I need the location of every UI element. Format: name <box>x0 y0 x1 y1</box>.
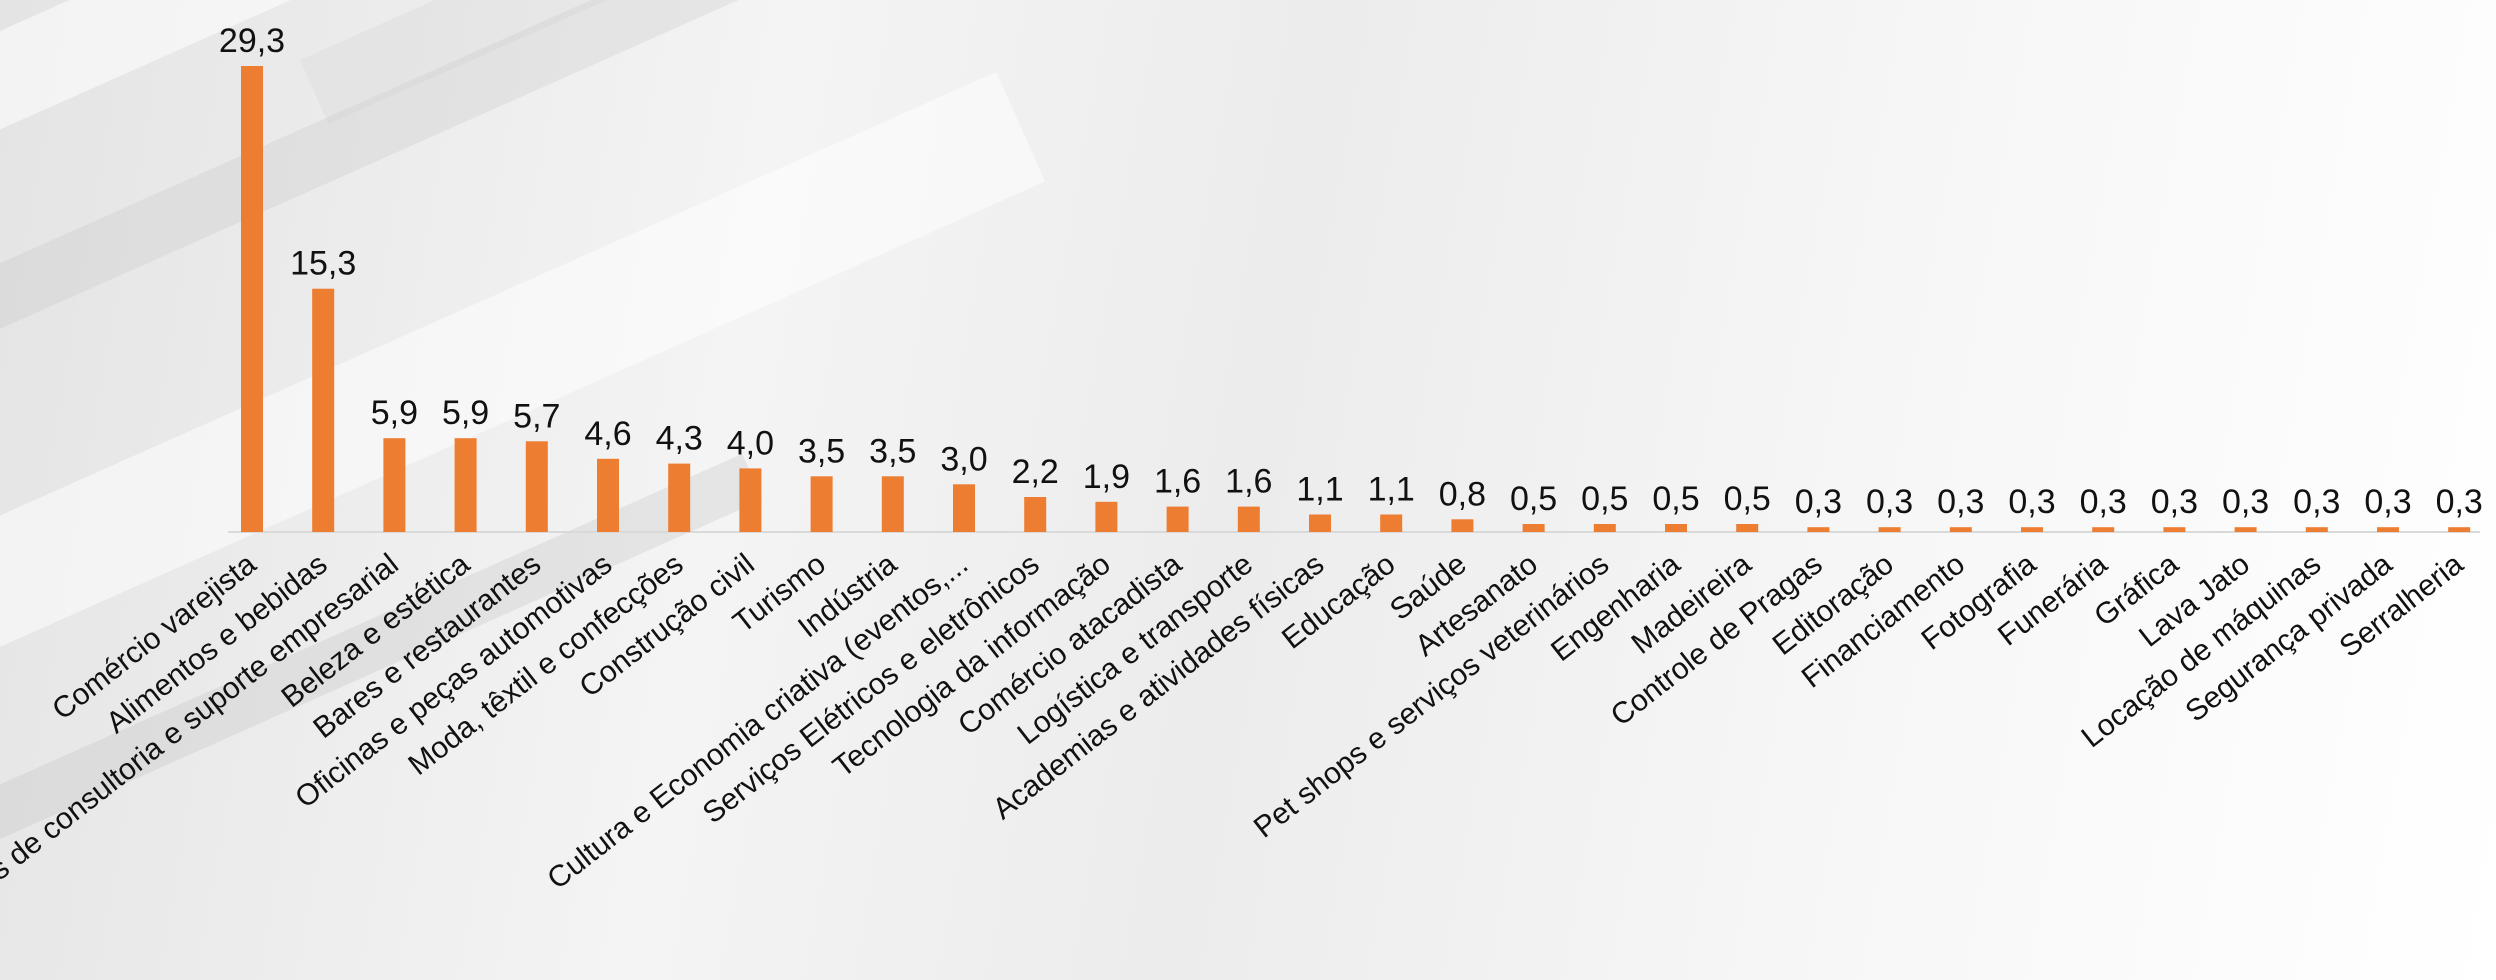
bar <box>1878 527 1901 532</box>
bar-value-label: 0,3 <box>2151 483 2198 521</box>
bar <box>1949 527 1972 532</box>
bar <box>525 441 548 532</box>
bar <box>597 458 619 532</box>
bar-value-label: 5,7 <box>513 397 560 435</box>
bar-value-label: 0,3 <box>2364 483 2411 521</box>
bar <box>1593 524 1616 532</box>
bar <box>1166 506 1189 532</box>
bar <box>2092 527 2115 532</box>
bar <box>1095 501 1118 532</box>
bar-value-label: 0,5 <box>1724 480 1771 518</box>
bar <box>454 438 477 532</box>
bar <box>1736 524 1759 532</box>
bar <box>881 476 904 532</box>
bar <box>383 438 406 532</box>
bar-value-label: 1,9 <box>1083 458 1130 496</box>
bar <box>2234 527 2257 532</box>
bar <box>953 484 975 532</box>
bar-value-label: 0,3 <box>1795 483 1842 521</box>
bar-value-label: 4,6 <box>584 415 631 453</box>
bar-value-label: 0,5 <box>1510 480 1557 518</box>
bar-value-label: 0,3 <box>2293 483 2340 521</box>
bar <box>241 66 263 532</box>
bar-value-label: 0,5 <box>1581 480 1628 518</box>
bar-value-label: 1,1 <box>1296 471 1343 509</box>
bar-value-label: 1,1 <box>1368 471 1415 509</box>
bar-value-label: 1,6 <box>1225 463 1272 501</box>
bar-value-label: 4,0 <box>727 424 774 462</box>
bar <box>668 463 691 532</box>
bar <box>2305 527 2328 532</box>
bar-value-label: 0,3 <box>1937 483 1984 521</box>
bar-value-label: 0,3 <box>1866 483 1913 521</box>
bar <box>1309 514 1331 532</box>
bar <box>312 288 335 532</box>
bars-group <box>241 66 2471 532</box>
bar <box>1237 506 1260 532</box>
bar-value-label: 3,0 <box>940 440 987 478</box>
bar <box>1807 527 1830 532</box>
value-labels-group: 29,3 15,3 5,9 5,9 5,7 4,6 4,3 4,0 3,5 3,5 3,0 2,2 1,… <box>219 22 2483 521</box>
bar <box>2377 527 2399 532</box>
bar <box>1024 497 1047 532</box>
bar <box>1522 524 1545 532</box>
bar <box>2021 527 2043 532</box>
bar <box>1665 524 1687 532</box>
bar <box>1380 514 1403 532</box>
bar-value-label: 0,3 <box>2008 483 2055 521</box>
bar-value-label: 0,3 <box>2222 483 2269 521</box>
bar-value-label: 15,3 <box>290 245 356 283</box>
bar-value-label: 3,5 <box>869 432 916 470</box>
bar-value-label: 5,9 <box>442 394 489 432</box>
bar <box>2163 527 2186 532</box>
bar-value-label: 0,3 <box>2080 483 2127 521</box>
bar-value-label: 3,5 <box>798 432 845 470</box>
bar-value-label: 2,2 <box>1012 453 1059 491</box>
bar-value-label: 0,5 <box>1652 480 1699 518</box>
bar <box>810 476 833 532</box>
bar-value-label: 29,3 <box>219 22 285 60</box>
bar-value-label: 4,3 <box>656 420 703 458</box>
bar-value-label: 0,3 <box>2436 483 2483 521</box>
bar-value-label: 5,9 <box>371 394 418 432</box>
bar <box>1451 519 1474 532</box>
bar-value-label: 1,6 <box>1154 463 1201 501</box>
bar <box>2448 527 2471 532</box>
bar <box>739 468 762 532</box>
bar-value-label: 0,8 <box>1439 475 1486 513</box>
